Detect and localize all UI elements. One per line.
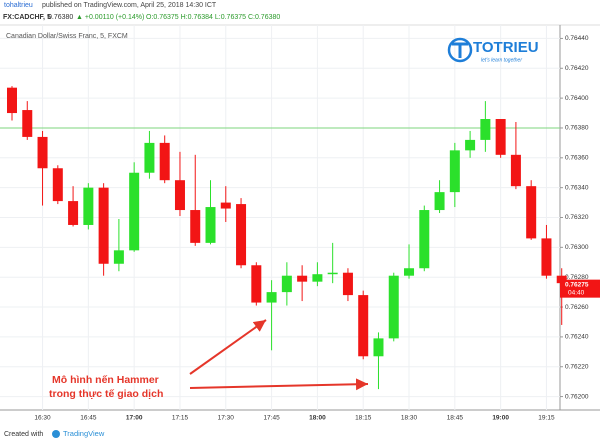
y-tick-label: 0.76220 <box>565 363 589 370</box>
candle-body <box>342 272 353 296</box>
published: published on TradingView.com, April 25, … <box>42 2 217 9</box>
x-tick-label: 16:45 <box>80 415 97 422</box>
x-tick-label: 18:00 <box>309 415 326 422</box>
candle-body <box>449 150 460 193</box>
candle-body <box>312 274 323 282</box>
candle-body <box>434 192 445 211</box>
y-tick-label: 0.76280 <box>565 274 589 281</box>
x-tick-label: 19:00 <box>492 415 509 422</box>
candle-body <box>526 186 537 239</box>
annotation: Mô hình nến Hammer <box>52 374 159 386</box>
candle-body <box>220 202 231 209</box>
candle-body <box>404 268 415 276</box>
candle-body <box>205 207 216 243</box>
candle-body <box>144 142 155 173</box>
price-tag-label: 0.76275 <box>565 281 589 288</box>
footer-brand[interactable]: TradingView <box>63 429 105 438</box>
candle-body <box>327 272 338 275</box>
plot: 0.76440 0.76420 0.76400 0.76380 0.76360 0.763… <box>0 25 589 422</box>
candle-body <box>541 238 552 276</box>
x-tick-label: 16:30 <box>34 415 51 422</box>
y-tick-label: 0.76440 <box>565 35 589 42</box>
candle-body <box>83 187 94 225</box>
symbol: FX:CADCHF, 5 <box>3 14 51 21</box>
y-tick-label: 0.76340 <box>565 184 589 191</box>
candle-body <box>495 119 506 155</box>
y-tick-label: 0.76420 <box>565 65 589 72</box>
candle-body <box>266 292 277 303</box>
candle-body <box>358 295 369 357</box>
candle-body <box>68 201 79 225</box>
candle-body <box>190 210 201 243</box>
candle-body <box>297 275 308 282</box>
x-tick-label: 17:15 <box>172 415 189 422</box>
candle-body <box>22 110 33 137</box>
change: ▲ +0.00110 (+0.14%) <box>76 14 144 21</box>
ohlc: O:0.76375 H:0.76384 L:0.76375 C:0.76380 <box>146 14 280 21</box>
y-tick-label: 0.76200 <box>565 393 589 400</box>
candle-body <box>37 136 48 169</box>
last: 0.76380 <box>48 14 73 21</box>
x-tick-label: 17:45 <box>263 415 280 422</box>
x-tick-label: 18:15 <box>355 415 372 422</box>
arrow <box>189 378 369 391</box>
candle-body <box>159 142 170 181</box>
x-tick-label: 19:15 <box>538 415 555 422</box>
y-tick-label: 0.76320 <box>565 214 589 221</box>
candle-body <box>113 250 124 264</box>
logo-name: TOTRIEU <box>473 39 539 56</box>
logo: TOTRIEU let's learn together <box>447 37 539 63</box>
x-tick-label: 17:30 <box>218 415 235 422</box>
y-tick-label: 0.76260 <box>565 304 589 311</box>
logo-tagline: let's learn together <box>481 57 522 63</box>
candle-body <box>251 265 262 303</box>
candle-body <box>52 168 63 202</box>
y-tick-label: 0.76400 <box>565 95 589 102</box>
candle-body <box>236 204 247 266</box>
candle-body <box>419 210 430 269</box>
candle-body <box>388 275 399 339</box>
candle-body <box>510 154 521 187</box>
candle-body <box>373 338 384 357</box>
candle-body <box>7 87 17 114</box>
logo-icon <box>447 37 473 63</box>
chart-title: Canadian Dollar/Swiss Franc, 5, FXCM <box>6 33 128 40</box>
countdown: 04:40 <box>568 289 585 296</box>
footer-created: Created with <box>4 431 43 438</box>
candle-body <box>98 187 109 264</box>
y-tick-label: 0.76360 <box>565 155 589 162</box>
price-tag <box>560 279 600 298</box>
y-tick-label: 0.76240 <box>565 334 589 341</box>
arrow <box>189 319 267 375</box>
x-tick-label: 18:45 <box>447 415 464 422</box>
footer-icon <box>52 430 60 438</box>
y-tick-label: 0.76380 <box>565 125 589 132</box>
candle-body <box>556 275 567 284</box>
author[interactable]: tohaltrieu <box>4 2 33 9</box>
candle-body <box>174 180 185 211</box>
x-tick-label: 18:30 <box>401 415 418 422</box>
candle-body <box>129 172 140 251</box>
x-tick-label: 17:00 <box>126 415 143 422</box>
candle-body <box>480 119 491 140</box>
candle-body <box>281 275 292 293</box>
candle-body <box>465 139 476 151</box>
logo-icon <box>452 42 468 58</box>
annotation: trong thực tế giao dịch <box>49 388 163 400</box>
y-tick-label: 0.76300 <box>565 244 589 251</box>
